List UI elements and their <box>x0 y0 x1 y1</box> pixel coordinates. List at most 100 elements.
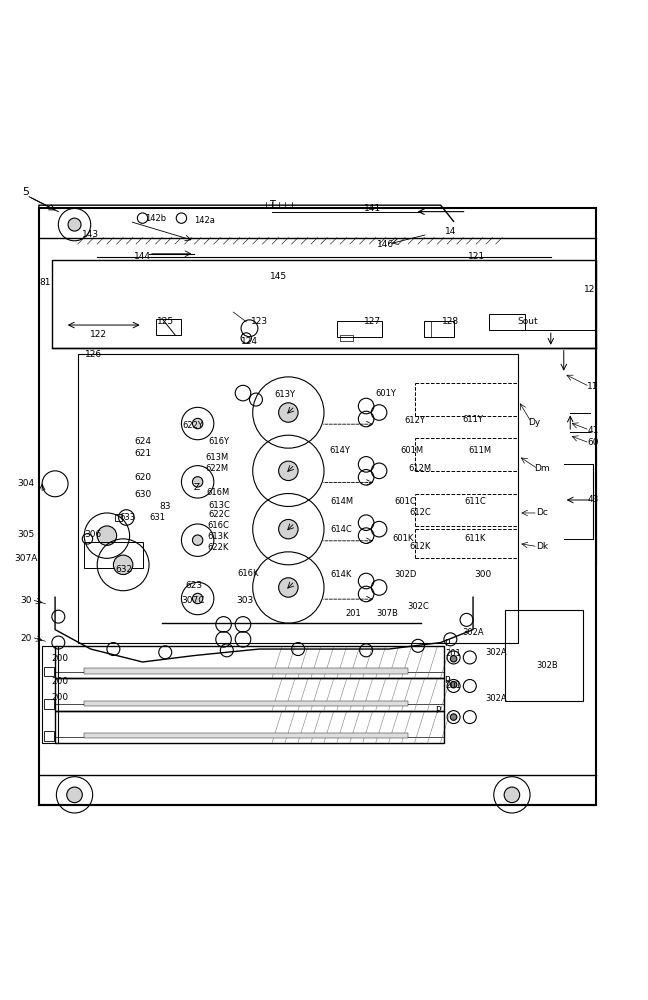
Bar <box>55 678 444 711</box>
Bar <box>84 668 408 674</box>
Text: 125: 125 <box>157 317 174 326</box>
Circle shape <box>97 526 117 545</box>
Bar <box>44 699 54 709</box>
Bar <box>78 354 518 643</box>
Text: 611C: 611C <box>464 497 486 506</box>
Circle shape <box>279 578 298 597</box>
Text: 616C: 616C <box>207 521 229 530</box>
Text: 601M: 601M <box>400 446 423 455</box>
Text: 201: 201 <box>446 649 461 658</box>
Bar <box>55 646 444 678</box>
Text: 11: 11 <box>587 382 599 391</box>
Text: 5: 5 <box>23 187 29 197</box>
Text: 143: 143 <box>82 230 99 239</box>
Text: 300: 300 <box>474 570 491 579</box>
Text: Sout: Sout <box>518 317 538 326</box>
Circle shape <box>279 461 298 481</box>
Bar <box>337 321 382 337</box>
Text: 601Y: 601Y <box>375 389 396 398</box>
Text: 307C: 307C <box>181 596 205 605</box>
Text: 142b: 142b <box>145 214 166 223</box>
Text: 201: 201 <box>446 681 461 690</box>
Text: 141: 141 <box>364 204 381 213</box>
Circle shape <box>450 714 457 720</box>
Bar <box>156 319 181 335</box>
Text: 43: 43 <box>587 495 599 504</box>
Bar <box>115 514 122 521</box>
Text: 613K: 613K <box>207 532 229 541</box>
Text: 307A: 307A <box>14 554 38 563</box>
Text: P: P <box>435 706 440 715</box>
Bar <box>489 314 525 330</box>
Bar <box>44 667 54 676</box>
Bar <box>84 733 408 738</box>
Text: 12: 12 <box>584 285 596 294</box>
Text: P: P <box>445 639 450 648</box>
Text: 611Y: 611Y <box>463 414 483 424</box>
Text: 616K: 616K <box>237 569 259 578</box>
Bar <box>42 646 58 743</box>
Text: Dm: Dm <box>535 464 550 473</box>
Bar <box>84 701 408 706</box>
Text: 624: 624 <box>134 437 151 446</box>
Bar <box>505 610 583 701</box>
Text: 621: 621 <box>134 449 151 458</box>
Text: 613C: 613C <box>208 501 230 510</box>
Text: 613M: 613M <box>205 453 229 462</box>
Text: 633: 633 <box>120 513 135 522</box>
Text: 616Y: 616Y <box>209 437 229 446</box>
Text: 614M: 614M <box>330 497 353 506</box>
Text: Dk: Dk <box>537 542 548 551</box>
Circle shape <box>192 477 203 487</box>
Text: 612M: 612M <box>408 464 432 473</box>
Text: 611K: 611K <box>465 534 485 543</box>
Text: 124: 124 <box>241 337 258 346</box>
Text: 614Y: 614Y <box>330 446 351 455</box>
Text: 306: 306 <box>84 530 101 539</box>
Text: 302D: 302D <box>394 570 416 579</box>
Text: 632: 632 <box>116 565 133 574</box>
Bar <box>84 542 143 568</box>
Circle shape <box>68 218 81 231</box>
Text: 122: 122 <box>90 330 107 339</box>
Text: 123: 123 <box>251 317 268 326</box>
Text: 612Y: 612Y <box>404 416 425 425</box>
Text: 302C: 302C <box>407 602 429 611</box>
Text: 616M: 616M <box>207 488 230 497</box>
Text: 30: 30 <box>20 596 32 605</box>
Circle shape <box>450 681 457 688</box>
Text: 622C: 622C <box>208 510 230 519</box>
Circle shape <box>504 787 520 803</box>
Text: 83: 83 <box>159 502 171 511</box>
Text: 121: 121 <box>468 252 485 261</box>
Circle shape <box>192 535 203 545</box>
Text: Z: Z <box>193 483 200 492</box>
Text: 20: 20 <box>20 634 32 643</box>
Text: 200: 200 <box>51 654 68 663</box>
Text: 146: 146 <box>377 240 394 249</box>
Text: 620: 620 <box>134 473 151 482</box>
Circle shape <box>279 403 298 422</box>
Text: P: P <box>445 676 450 685</box>
Text: 127: 127 <box>364 317 381 326</box>
Circle shape <box>192 418 203 429</box>
Text: 302A: 302A <box>462 628 484 637</box>
Text: 41: 41 <box>587 426 599 435</box>
Bar <box>44 731 54 741</box>
Text: 302B: 302B <box>537 661 559 670</box>
Circle shape <box>67 787 82 803</box>
Text: T: T <box>269 200 275 210</box>
Text: 126: 126 <box>86 350 102 359</box>
Bar <box>424 321 454 337</box>
Circle shape <box>450 656 457 662</box>
Circle shape <box>192 593 203 604</box>
Text: 614K: 614K <box>331 570 352 579</box>
Bar <box>55 711 444 743</box>
Circle shape <box>279 519 298 539</box>
Text: Dy: Dy <box>529 418 540 427</box>
Circle shape <box>113 555 133 575</box>
Text: 142a: 142a <box>194 216 214 225</box>
Text: 303: 303 <box>237 596 253 605</box>
Text: Dc: Dc <box>537 508 548 517</box>
Text: 611M: 611M <box>468 446 491 455</box>
